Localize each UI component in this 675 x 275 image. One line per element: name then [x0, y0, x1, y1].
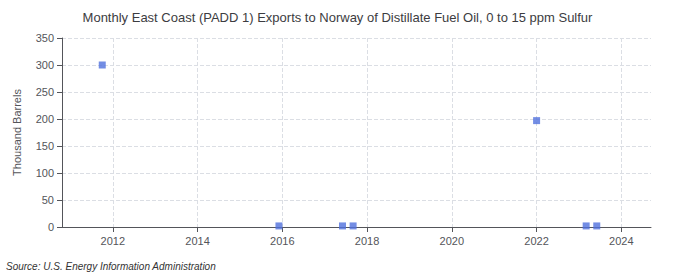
svg-text:50: 50	[42, 194, 54, 206]
svg-text:150: 150	[36, 140, 54, 152]
svg-text:200: 200	[36, 113, 54, 125]
svg-text:2022: 2022	[524, 235, 548, 247]
svg-text:2014: 2014	[185, 235, 209, 247]
svg-text:Thousand Barrels: Thousand Barrels	[11, 89, 23, 176]
svg-text:100: 100	[36, 167, 54, 179]
svg-text:2018: 2018	[355, 235, 379, 247]
svg-text:Monthly East Coast (PADD 1) Ex: Monthly East Coast (PADD 1) Exports to N…	[83, 10, 594, 25]
svg-text:2016: 2016	[270, 235, 294, 247]
svg-text:350: 350	[36, 32, 54, 44]
svg-text:250: 250	[36, 86, 54, 98]
svg-text:Source: U.S. Energy Informatio: Source: U.S. Energy Information Administ…	[6, 261, 216, 272]
svg-text:2012: 2012	[101, 235, 125, 247]
svg-text:0: 0	[48, 221, 54, 233]
svg-text:300: 300	[36, 59, 54, 71]
svg-text:2020: 2020	[440, 235, 464, 247]
svg-text:2024: 2024	[609, 235, 633, 247]
